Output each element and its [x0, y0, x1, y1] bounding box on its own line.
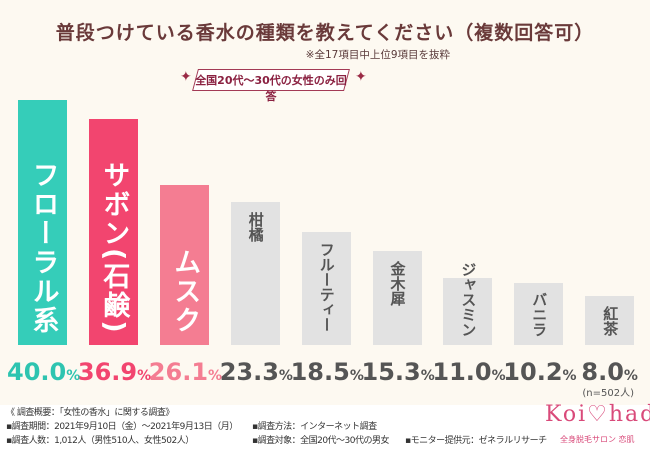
badge-text: 全国20代～30代の女性のみ回答: [195, 74, 347, 103]
bar: サボン(石鹸): [88, 119, 138, 345]
value-label: 8.0%: [581, 358, 638, 386]
value-label: 36.9%: [77, 358, 152, 386]
value-label: 15.3%: [361, 358, 435, 386]
bar-label: バニラ: [530, 292, 549, 337]
sample-size: (n=502人): [582, 388, 634, 399]
value-label: 26.1%: [148, 358, 223, 386]
bar: フローラル系: [18, 100, 67, 345]
monitor: ▪モニター提供元：ゼネラルリサーチ: [405, 436, 547, 446]
bar-label: フルーティー: [317, 241, 336, 332]
bar-label: 金木犀: [388, 261, 407, 307]
value-label: 11.0%: [432, 358, 506, 386]
period: ▪調査期間：2021年9月10日（金）～2021年9月13日（月）: [6, 422, 238, 432]
bar-label: ムスク: [169, 248, 201, 335]
page-title: 普段つけている香水の種類を教えてください（複数回答可）: [55, 22, 595, 44]
value-label: 10.2%: [503, 358, 577, 386]
bar: ムスク: [159, 185, 209, 345]
bar: 金木犀: [372, 251, 422, 345]
bar: フルーティー: [301, 231, 351, 345]
value-label: 23.3%: [219, 358, 293, 386]
bar-label: 紅茶: [601, 306, 620, 336]
value-label: 40.0%: [7, 358, 81, 386]
bar: バニラ: [514, 282, 564, 345]
people: ▪調査人数：1,012人（男性510人、女性502人）: [6, 436, 194, 446]
logo-subtitle: 全身脱毛サロン 恋肌: [560, 435, 635, 444]
overview: 《 調査概要：「女性の香水」に関する調査》: [6, 408, 174, 418]
footer: 《 調査概要：「女性の香水」に関する調査》 ▪調査期間：2021年9月10日（金…: [0, 405, 650, 450]
bar: 柑橘: [230, 202, 280, 345]
bar-label: ジャスミン: [459, 262, 478, 337]
bar-label: サボン(石鹸): [98, 161, 130, 335]
target: ▪調査対象：全国20代～30代の男女: [252, 436, 390, 446]
bar-label: フローラル系: [27, 161, 59, 335]
note: ※全17項目中上位9項目を抜粋: [305, 49, 450, 61]
bar: ジャスミン: [443, 262, 493, 345]
sparkle-icon: ✦: [180, 69, 192, 85]
logo: Koi♡hada: [545, 402, 650, 427]
method: ▪調査方法：インターネット調査: [252, 422, 377, 432]
sparkle-icon: ✦: [355, 69, 367, 85]
bar-label: 柑橘: [246, 212, 265, 243]
value-label: 18.5%: [290, 358, 364, 386]
bar: 紅茶: [585, 296, 635, 345]
